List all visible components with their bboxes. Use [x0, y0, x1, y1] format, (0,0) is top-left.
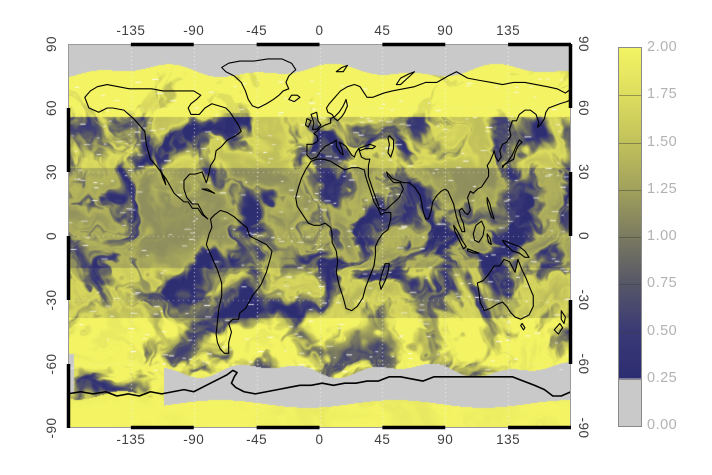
map-field-canvas [68, 44, 571, 428]
x-tick-label-bottom: 90 [437, 432, 454, 447]
colorbar-tick-label: 1.25 [647, 180, 678, 197]
y-tick-label-left: -60 [44, 353, 59, 375]
x-tick-label-top: -135 [116, 23, 146, 38]
y-tick-label-right: 0 [576, 231, 591, 240]
colorbar-tick-line [619, 237, 641, 238]
colorbar-tick-label: 0.50 [647, 322, 678, 339]
colorbar-tick-label: 1.75 [647, 86, 678, 103]
colorbar-tick-label: 0.00 [647, 417, 678, 433]
colorbar-tick-line [619, 95, 641, 97]
colorbar-tick-line [619, 331, 641, 333]
x-tick-label-top: 135 [496, 23, 521, 38]
colorbar-tick-label: 0.25 [647, 369, 678, 386]
y-tick-label-left: 60 [44, 99, 59, 117]
x-tick-label-top: 0 [315, 23, 324, 38]
y-tick-label-left: 30 [44, 163, 59, 181]
y-tick-label-right: 30 [576, 163, 591, 181]
x-tick-label-bottom: -45 [246, 432, 268, 447]
colorbar-tick-line [619, 284, 641, 286]
x-tick-label-bottom: 135 [496, 432, 521, 447]
x-tick-label-bottom: 0 [315, 432, 324, 447]
x-tick-label-bottom: 45 [374, 432, 391, 447]
y-tick-label-left: 90 [44, 35, 59, 53]
y-tick-label-left: -30 [44, 289, 59, 311]
colorbar-tick-line [619, 189, 641, 191]
y-tick-label-right: 90 [576, 35, 591, 53]
y-tick-label-right: -30 [576, 289, 591, 311]
x-tick-label-top: -45 [246, 23, 268, 38]
colorbar-tick-line [619, 142, 641, 144]
y-tick-label-right: 60 [576, 99, 591, 117]
y-tick-label-right: -60 [576, 353, 591, 375]
colorbar-tick-label: 2.00 [647, 39, 678, 55]
x-tick-label-bottom: -135 [116, 432, 146, 447]
colorbar-tick-label: 0.75 [647, 275, 678, 292]
x-tick-label-bottom: -90 [183, 432, 205, 447]
colorbar-tick-label: 1.50 [647, 133, 678, 150]
x-tick-label-top: 45 [374, 23, 391, 38]
x-tick-label-top: -90 [183, 23, 205, 38]
y-tick-label-left: -90 [44, 417, 59, 439]
x-tick-label-top: 90 [437, 23, 454, 38]
y-tick-label-left: 0 [44, 232, 59, 241]
colorbar-tick-label: 1.00 [647, 228, 678, 244]
colorbar-tick-line [619, 378, 641, 380]
colorbar [618, 47, 642, 427]
y-tick-label-right: -90 [576, 417, 591, 439]
